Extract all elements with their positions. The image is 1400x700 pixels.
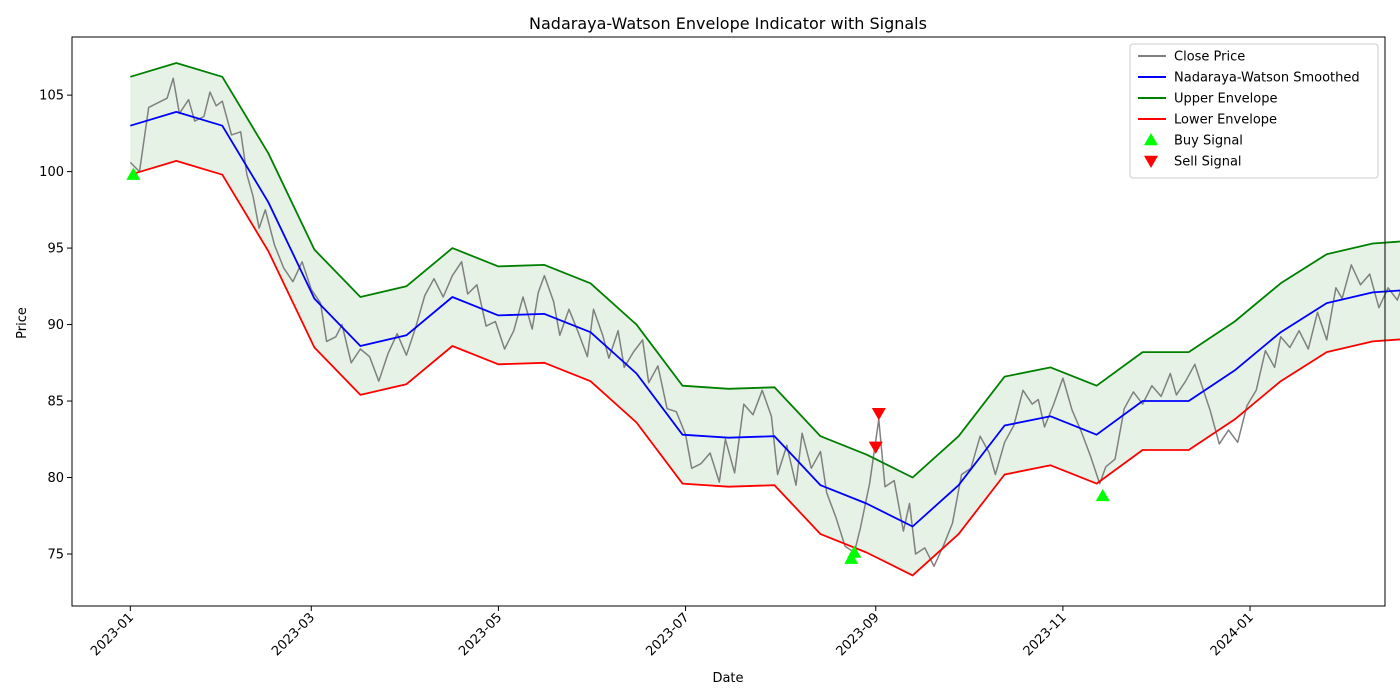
x-tick-label: 2023-09 [834, 610, 883, 659]
y-tick-label: 105 [39, 89, 64, 104]
x-axis-label: Date [712, 671, 743, 686]
series-line-nadaraya-watson-smoothed [130, 111, 1400, 528]
series-line-close-price [129, 77, 1400, 567]
legend-swatch-sell-signal [1144, 155, 1158, 168]
x-tick-label: 2023-07 [643, 610, 692, 659]
legend-box [1129, 43, 1379, 179]
x-tick-label: 2023-03 [269, 610, 318, 659]
y-tick-label: 80 [47, 471, 64, 486]
chart-title: Nadaraya-Watson Envelope Indicator with … [529, 14, 927, 33]
x-tick-label: 2023-11 [1021, 610, 1070, 659]
legend-label-sell-signal: Sell Signal [1174, 155, 1242, 170]
y-tick-label: 100 [39, 165, 64, 180]
legend: Close Price Nadaraya-Watson Smoothed Upper… [1129, 43, 1379, 179]
legend-label-nadaraya-watson-smoothed: Nadaraya-Watson Smoothed [1174, 71, 1360, 86]
buy-signal-marker [847, 545, 862, 558]
legend-label-lower-envelope: Lower Envelope [1174, 113, 1277, 128]
legend-label-close-price: Close Price [1174, 50, 1245, 65]
y-axis-label: Price [15, 307, 30, 339]
y-tick-label: 75 [47, 547, 64, 562]
y-tick-label: 95 [47, 242, 64, 257]
sell-signal-marker [871, 408, 886, 421]
x-tick-label: 2024-01 [1208, 610, 1257, 659]
y-tick-label: 85 [47, 395, 64, 410]
legend-label-buy-signal: Buy Signal [1174, 134, 1243, 149]
plot-frame [71, 36, 1386, 607]
x-tick-label: 2023-05 [456, 610, 505, 659]
sell-signal-marker [868, 441, 883, 454]
legend-swatch-buy-signal [1144, 133, 1158, 146]
series-line-lower-envelope [130, 159, 1400, 577]
buy-signal-marker [126, 167, 141, 180]
series-line-upper-envelope [130, 62, 1400, 479]
legend-label-upper-envelope: Upper Envelope [1174, 92, 1277, 107]
envelope-fill [130, 63, 1400, 576]
x-tick-label: 2023-01 [88, 610, 137, 659]
buy-signal-marker [1095, 488, 1110, 502]
y-tick-label: 90 [47, 318, 64, 333]
plot-area [126, 62, 1400, 577]
